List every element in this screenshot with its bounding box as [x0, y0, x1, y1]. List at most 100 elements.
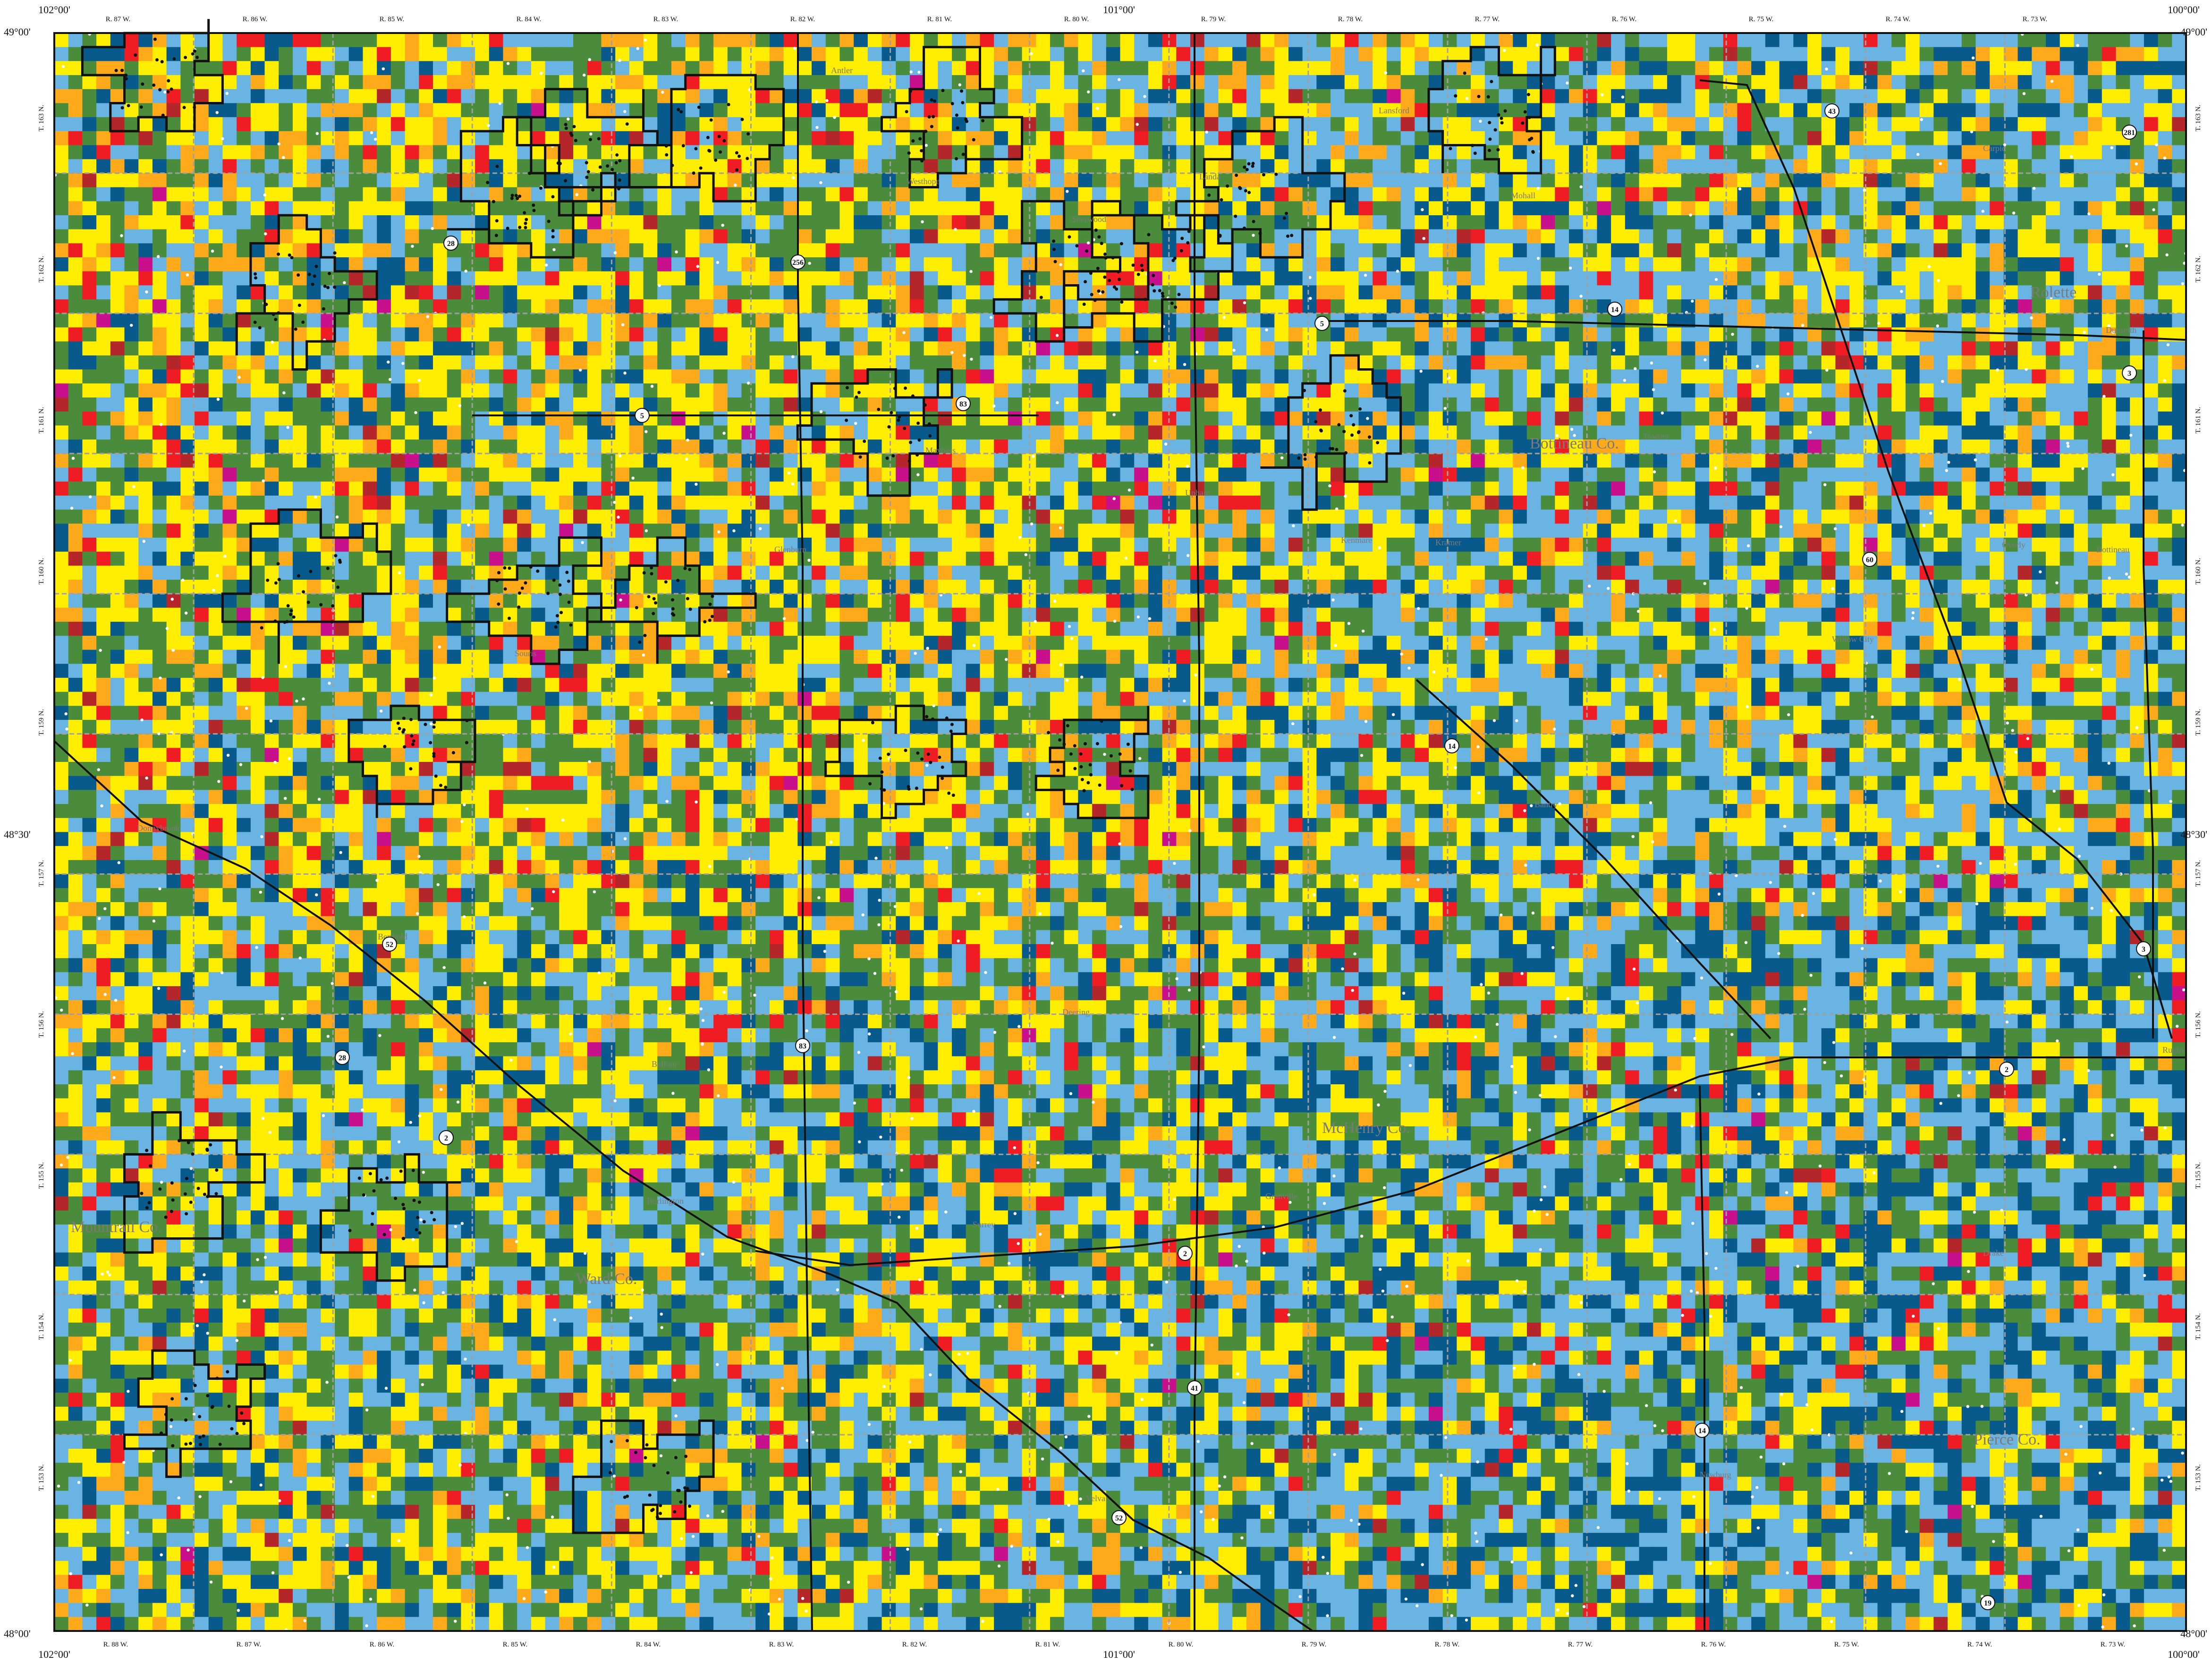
section-cell [2018, 201, 2032, 215]
section-cell [1120, 173, 1135, 187]
section-cell [1891, 271, 1906, 286]
section-cell [2074, 47, 2088, 61]
section-cell [1653, 383, 1667, 397]
section-cell [854, 131, 868, 145]
section-cell [1232, 313, 1246, 328]
section-cell [615, 33, 629, 47]
section-cell [1822, 383, 1836, 397]
section-cell [419, 328, 433, 342]
section-cell [1878, 145, 1892, 160]
section-cell [1625, 215, 1639, 229]
section-cell [2088, 285, 2102, 299]
section-cell [2032, 201, 2046, 215]
section-cell [377, 341, 391, 355]
section-cell [237, 75, 251, 89]
section-cell [1134, 425, 1148, 439]
section-cell [1948, 61, 1962, 75]
section-cell [1639, 33, 1653, 47]
section-cell [110, 61, 125, 75]
section-cell [882, 257, 896, 271]
section-cell [1513, 454, 1527, 468]
section-cell [784, 173, 798, 187]
section-cell [657, 173, 671, 187]
section-cell [2032, 117, 2046, 131]
section-cell [854, 187, 868, 202]
section-cell [1345, 89, 1359, 103]
section-cell [770, 313, 784, 328]
section-cell [489, 271, 503, 286]
section-cell [882, 341, 896, 355]
section-cell [363, 467, 377, 481]
section-cell [1835, 89, 1849, 103]
section-cell [2018, 33, 2032, 47]
section-cell [96, 383, 110, 397]
section-cell [615, 173, 629, 187]
section-cell [1555, 215, 1569, 229]
section-cell [2046, 131, 2060, 145]
section-cell [1316, 412, 1331, 426]
section-cell [741, 341, 755, 355]
section-cell [405, 481, 419, 496]
section-cell [1555, 229, 1569, 244]
section-cell [1793, 467, 1807, 481]
section-cell [1331, 341, 1345, 355]
section-cell [1709, 201, 1723, 215]
section-cell [2172, 397, 2186, 412]
section-cell [1499, 370, 1513, 384]
section-cell [237, 201, 251, 215]
section-cell [1078, 145, 1092, 160]
section-cell [1331, 285, 1345, 299]
section-cell [573, 370, 587, 384]
section-cell [265, 33, 279, 47]
section-cell [713, 481, 728, 496]
section-cell [1653, 89, 1667, 103]
section-cell [1639, 299, 1653, 313]
section-cell [755, 187, 770, 202]
section-cell [1975, 33, 1990, 47]
section-cell [910, 187, 924, 202]
section-cell [1541, 159, 1555, 173]
section-cell [531, 425, 545, 439]
section-cell [910, 397, 924, 412]
section-cell [1541, 243, 1555, 257]
section-cell [1190, 412, 1204, 426]
section-cell [1822, 467, 1836, 481]
section-cell [1709, 173, 1723, 187]
section-cell [1933, 173, 1948, 187]
section-cell [587, 313, 602, 328]
section-cell [1274, 425, 1288, 439]
section-cell [699, 201, 713, 215]
section-cell [1933, 257, 1948, 271]
section-cell [1148, 187, 1162, 202]
section-cell [1261, 271, 1275, 286]
section-cell [1387, 383, 1401, 397]
section-cell [1849, 89, 1864, 103]
section-cell [587, 215, 602, 229]
section-cell [1891, 328, 1906, 342]
section-cell [1878, 370, 1892, 384]
section-cell [1274, 187, 1288, 202]
section-cell [545, 271, 559, 286]
section-cell [938, 257, 952, 271]
section-cell [1471, 131, 1485, 145]
section-cell [1849, 75, 1864, 89]
section-cell [1120, 47, 1135, 61]
section-cell [1849, 47, 1864, 61]
section-cell [1527, 412, 1541, 426]
section-cell [1541, 215, 1555, 229]
section-cell [222, 215, 237, 229]
section-cell [629, 89, 644, 103]
section-cell [1232, 131, 1246, 145]
section-cell [1429, 145, 1443, 160]
section-cell [1765, 355, 1780, 370]
section-cell [573, 271, 587, 286]
section-cell [180, 159, 195, 173]
section-cell [279, 285, 293, 299]
section-cell [839, 299, 854, 313]
section-cell [1695, 201, 1709, 215]
section-cell [1878, 355, 1892, 370]
section-cell [713, 103, 728, 117]
section-cell [713, 187, 728, 202]
section-cell [1106, 131, 1120, 145]
section-cell [1457, 355, 1471, 370]
